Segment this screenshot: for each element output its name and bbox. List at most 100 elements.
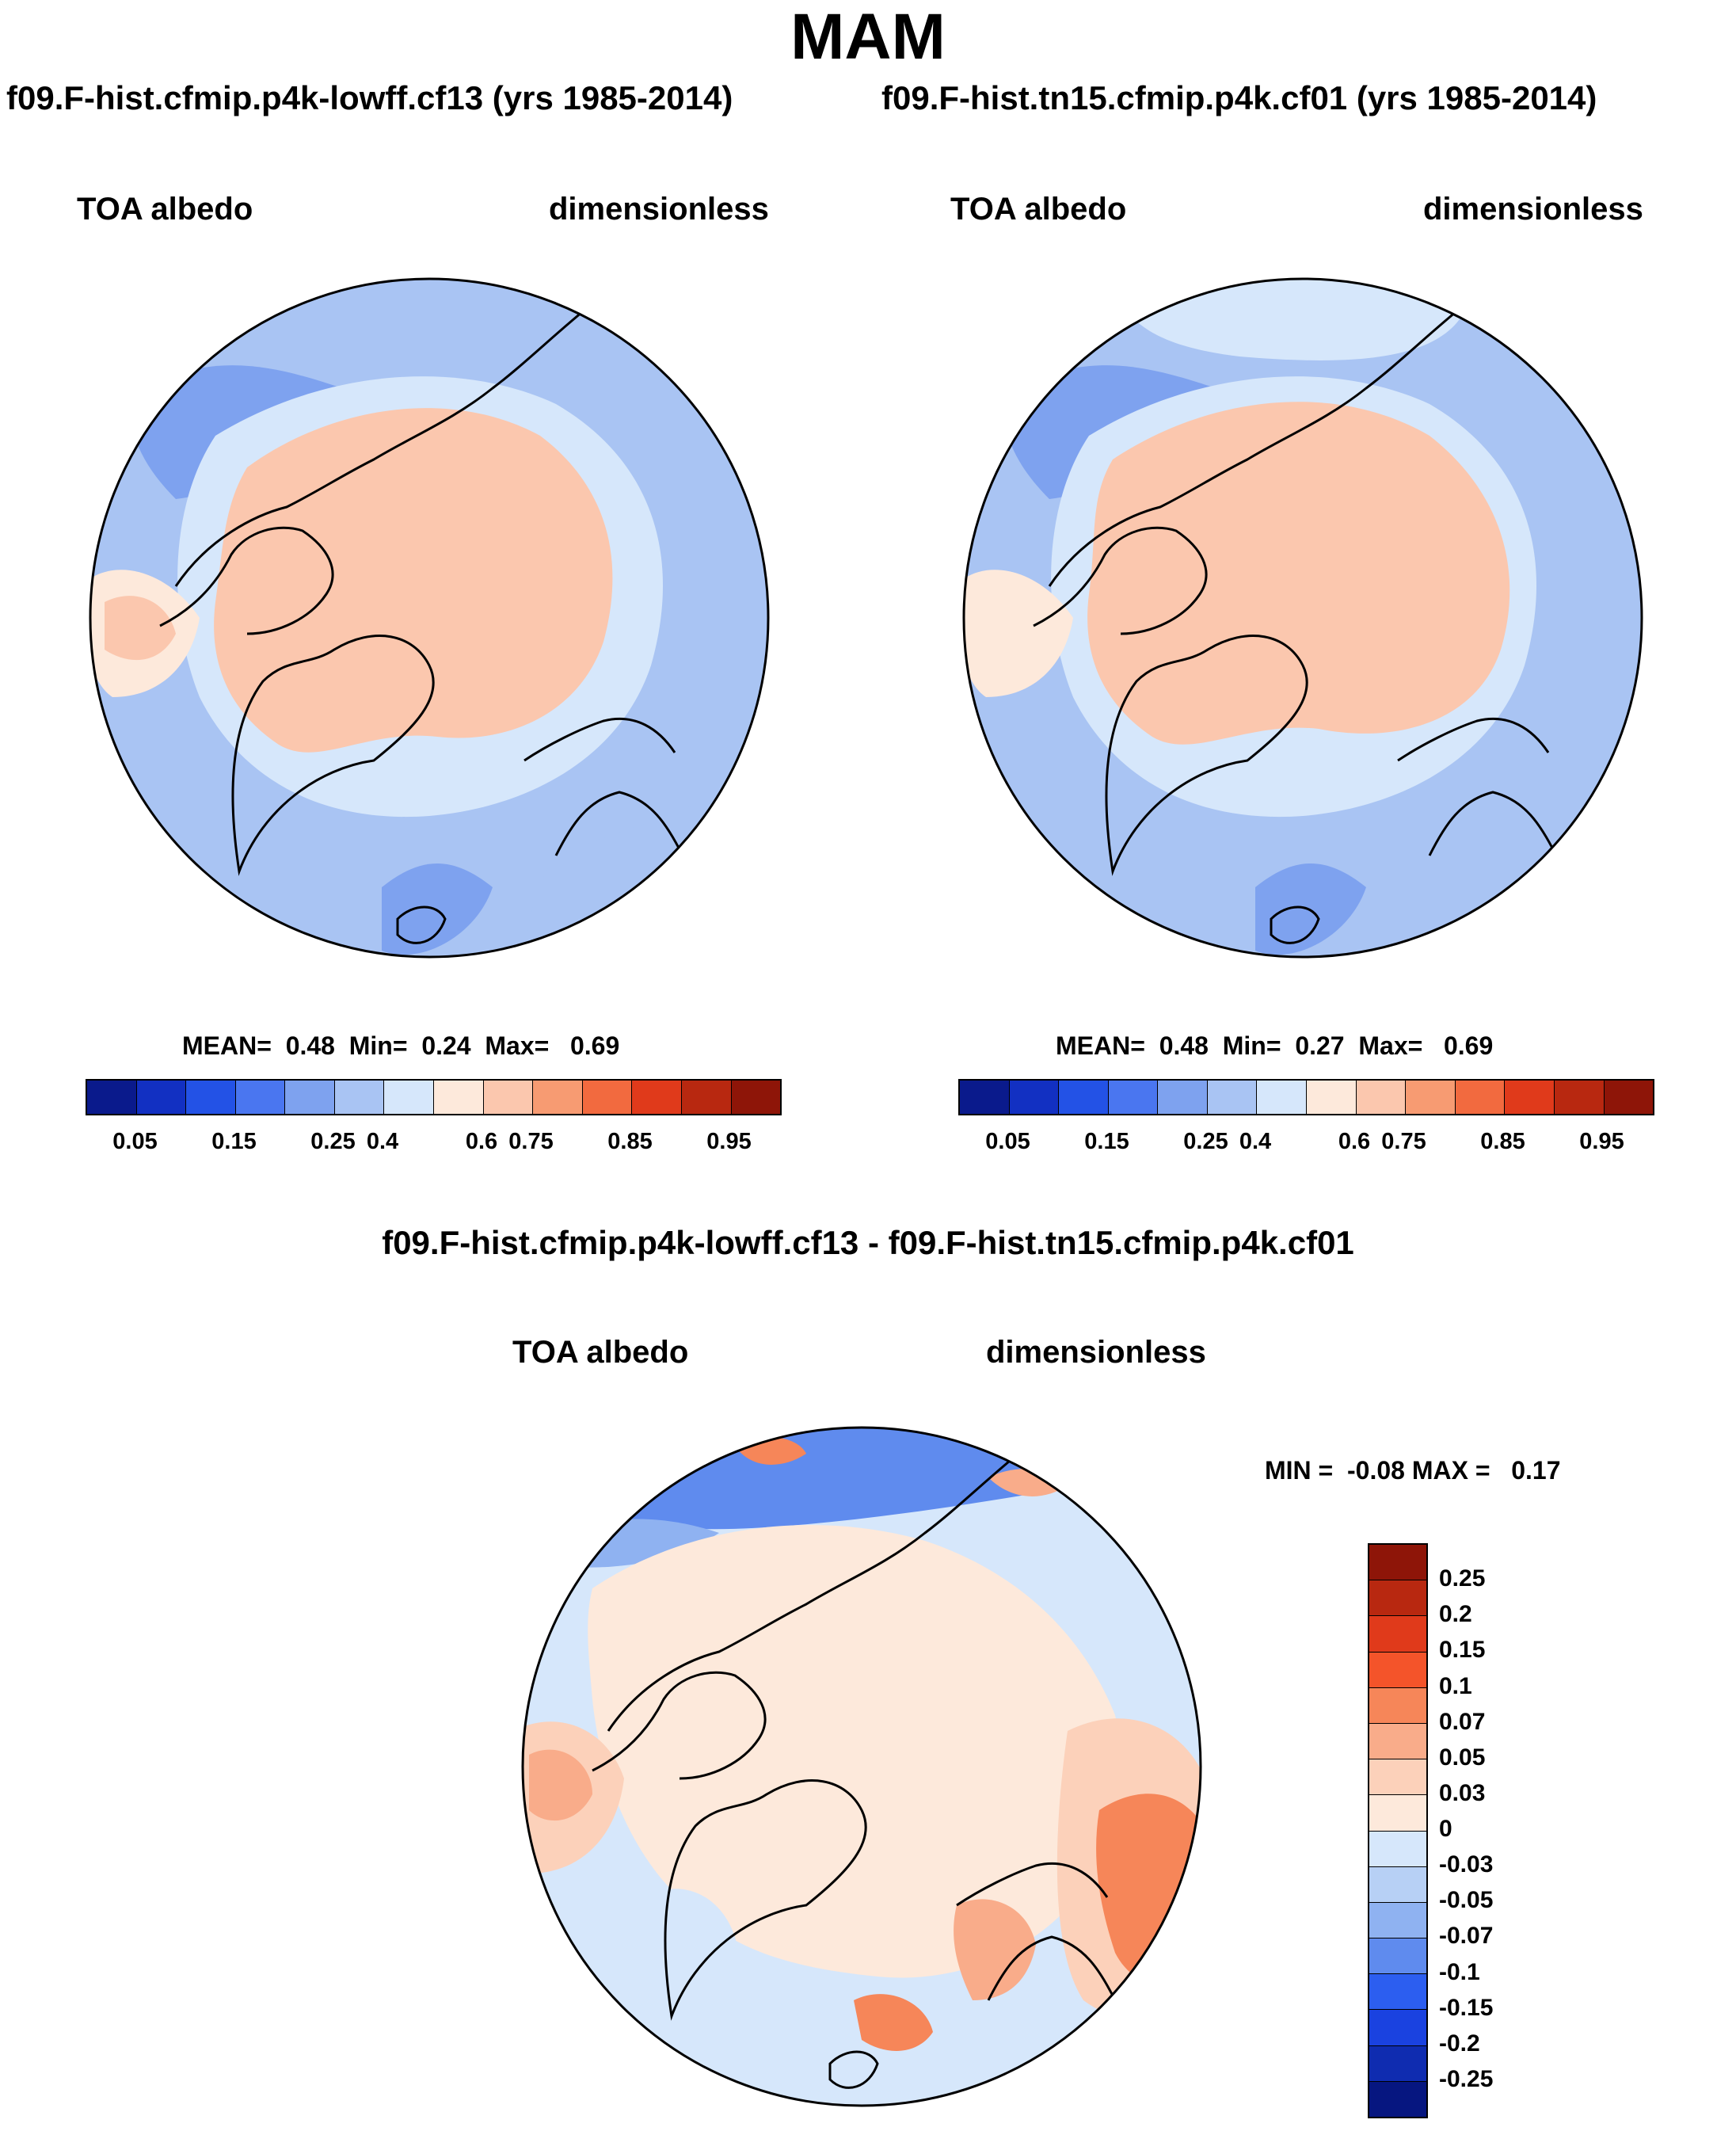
colorbar-tick-label: 0.15 (1439, 1637, 1486, 1664)
colorbar-swatch (960, 1081, 1010, 1114)
diff-colorbar-ticks: 0.25 0.2 0.15 0.1 0.07 0.05 0.03 0 -0.03 -0.05 -0.… (1439, 1543, 1534, 2115)
panel1-units: dimensionless (549, 192, 769, 227)
colorbar-swatch (384, 1081, 435, 1114)
panel2-colorbar-ticks: 0.05 0.15 0.25 0.4 0.6 0.75 0.85 0.95 (958, 1129, 1651, 1161)
colorbar-swatch (1307, 1081, 1357, 1114)
colorbar-tick-label: 0 (1439, 1816, 1452, 1842)
colorbar-swatch (1108, 1081, 1159, 1114)
panel3-polar-map (521, 1426, 1202, 2107)
colorbar-swatch (533, 1081, 583, 1114)
colorbar-swatch (1369, 1687, 1426, 1724)
colorbar-tick-label: 0.25 (1183, 1129, 1228, 1154)
colorbar-tick-label: 0.1 (1439, 1672, 1472, 1699)
panel1-polar-map (89, 277, 770, 959)
panel1-variable: TOA albedo (77, 192, 253, 227)
colorbar-swatch (1369, 2081, 1426, 2117)
colorbar-swatch (1009, 1081, 1060, 1114)
colorbar-swatch (483, 1081, 534, 1114)
panel2-variable: TOA albedo (950, 192, 1127, 227)
colorbar-tick-label: 0.05 (112, 1129, 158, 1154)
colorbar-tick-label: 0.4 (1239, 1129, 1272, 1154)
colorbar-tick-label: 0.75 (1381, 1129, 1426, 1154)
case1-title: f09.F-hist.cfmip.p4k-lowff.cf13 (yrs 198… (6, 79, 733, 116)
colorbar-tick-label: 0.4 (366, 1129, 399, 1154)
colorbar-swatch (235, 1081, 286, 1114)
panel2-colorbar (958, 1079, 1654, 1115)
colorbar-tick-label: 0.25 (310, 1129, 356, 1154)
panel3-variable: TOA albedo (512, 1335, 689, 1370)
colorbar-swatch (632, 1081, 682, 1114)
colorbar-swatch (681, 1081, 732, 1114)
panel1-arctic-high-albedo (214, 408, 613, 753)
colorbar-swatch (285, 1081, 335, 1114)
colorbar-swatch (434, 1081, 484, 1114)
colorbar-swatch (1369, 2045, 1426, 2082)
diff-colorbar (1368, 1543, 1428, 2118)
colorbar-tick-label: 0.15 (1084, 1129, 1129, 1154)
panel1-stats: MEAN= 0.48 Min= 0.24 Max= 0.69 (182, 1031, 620, 1060)
colorbar-swatch (1369, 2010, 1426, 2046)
colorbar-tick-label: -0.2 (1439, 2030, 1480, 2057)
panel1-colorbar (86, 1079, 782, 1115)
colorbar-swatch (1369, 1759, 1426, 1796)
colorbar-swatch (1369, 1795, 1426, 1832)
colorbar-swatch (1369, 1974, 1426, 2011)
case2-title: f09.F-hist.tn15.cfmip.p4k.cf01 (yrs 1985… (881, 79, 1597, 116)
colorbar-swatch (582, 1081, 633, 1114)
colorbar-swatch (136, 1081, 187, 1114)
colorbar-swatch (1369, 1938, 1426, 1975)
colorbar-tick-label: -0.03 (1439, 1851, 1494, 1878)
colorbar-swatch (1604, 1081, 1654, 1114)
colorbar-tick-label: 0.05 (985, 1129, 1030, 1154)
panel2-units: dimensionless (1423, 192, 1643, 227)
colorbar-swatch (87, 1081, 137, 1114)
colorbar-swatch (1369, 1545, 1426, 1581)
panel2-polar-map (962, 277, 1643, 959)
colorbar-swatch (1369, 1723, 1426, 1760)
colorbar-swatch (1406, 1081, 1456, 1114)
panel1-colorbar-ticks: 0.05 0.15 0.25 0.4 0.6 0.75 0.85 0.95 (86, 1129, 779, 1161)
season-title: MAM (790, 1, 946, 73)
panel1-coastlines (159, 299, 716, 957)
colorbar-swatch (334, 1081, 385, 1114)
colorbar-tick-label: -0.15 (1439, 1994, 1494, 2021)
colorbar-tick-label: 0.07 (1439, 1708, 1486, 1735)
colorbar-tick-label: 0.75 (508, 1129, 554, 1154)
panel3-arctic-positive (588, 1525, 1121, 1978)
colorbar-swatch (1356, 1081, 1407, 1114)
colorbar-swatch (1369, 1652, 1426, 1688)
colorbar-tick-label: 0.2 (1439, 1601, 1472, 1628)
colorbar-swatch (1158, 1081, 1208, 1114)
diff-title: f09.F-hist.cfmip.p4k-lowff.cf13 - f09.F-… (382, 1224, 1354, 1261)
colorbar-swatch (731, 1081, 781, 1114)
colorbar-tick-label: -0.25 (1439, 2065, 1494, 2092)
colorbar-tick-label: 0.6 (1338, 1129, 1371, 1154)
colorbar-tick-label: 0.15 (211, 1129, 257, 1154)
colorbar-tick-label: -0.07 (1439, 1923, 1494, 1950)
colorbar-tick-label: 0.95 (1579, 1129, 1624, 1154)
colorbar-swatch (1059, 1081, 1109, 1114)
panel2-coastlines (1033, 299, 1589, 957)
colorbar-swatch (1369, 1580, 1426, 1617)
colorbar-tick-label: -0.05 (1439, 1887, 1494, 1914)
colorbar-swatch (1369, 1866, 1426, 1903)
colorbar-swatch (1554, 1081, 1605, 1114)
colorbar-swatch (1369, 1831, 1426, 1867)
colorbar-swatch (1505, 1081, 1555, 1114)
colorbar-tick-label: 0.03 (1439, 1779, 1486, 1806)
panel3-stats: MIN = -0.08 MAX = 0.17 (1265, 1456, 1561, 1485)
colorbar-tick-label: 0.6 (465, 1129, 498, 1154)
colorbar-swatch (1369, 1616, 1426, 1653)
colorbar-tick-label: 0.25 (1439, 1565, 1486, 1592)
colorbar-swatch (1257, 1081, 1308, 1114)
colorbar-tick-label: 0.95 (706, 1129, 752, 1154)
colorbar-swatch (1369, 1902, 1426, 1939)
colorbar-swatch (186, 1081, 236, 1114)
colorbar-tick-label: 0.05 (1439, 1744, 1486, 1771)
colorbar-swatch (1455, 1081, 1506, 1114)
panel3-units: dimensionless (986, 1335, 1206, 1370)
colorbar-tick-label: 0.85 (1480, 1129, 1525, 1154)
colorbar-tick-label: 0.85 (607, 1129, 653, 1154)
panel2-arctic-high-albedo (1087, 402, 1510, 745)
colorbar-tick-label: -0.1 (1439, 1958, 1480, 1985)
